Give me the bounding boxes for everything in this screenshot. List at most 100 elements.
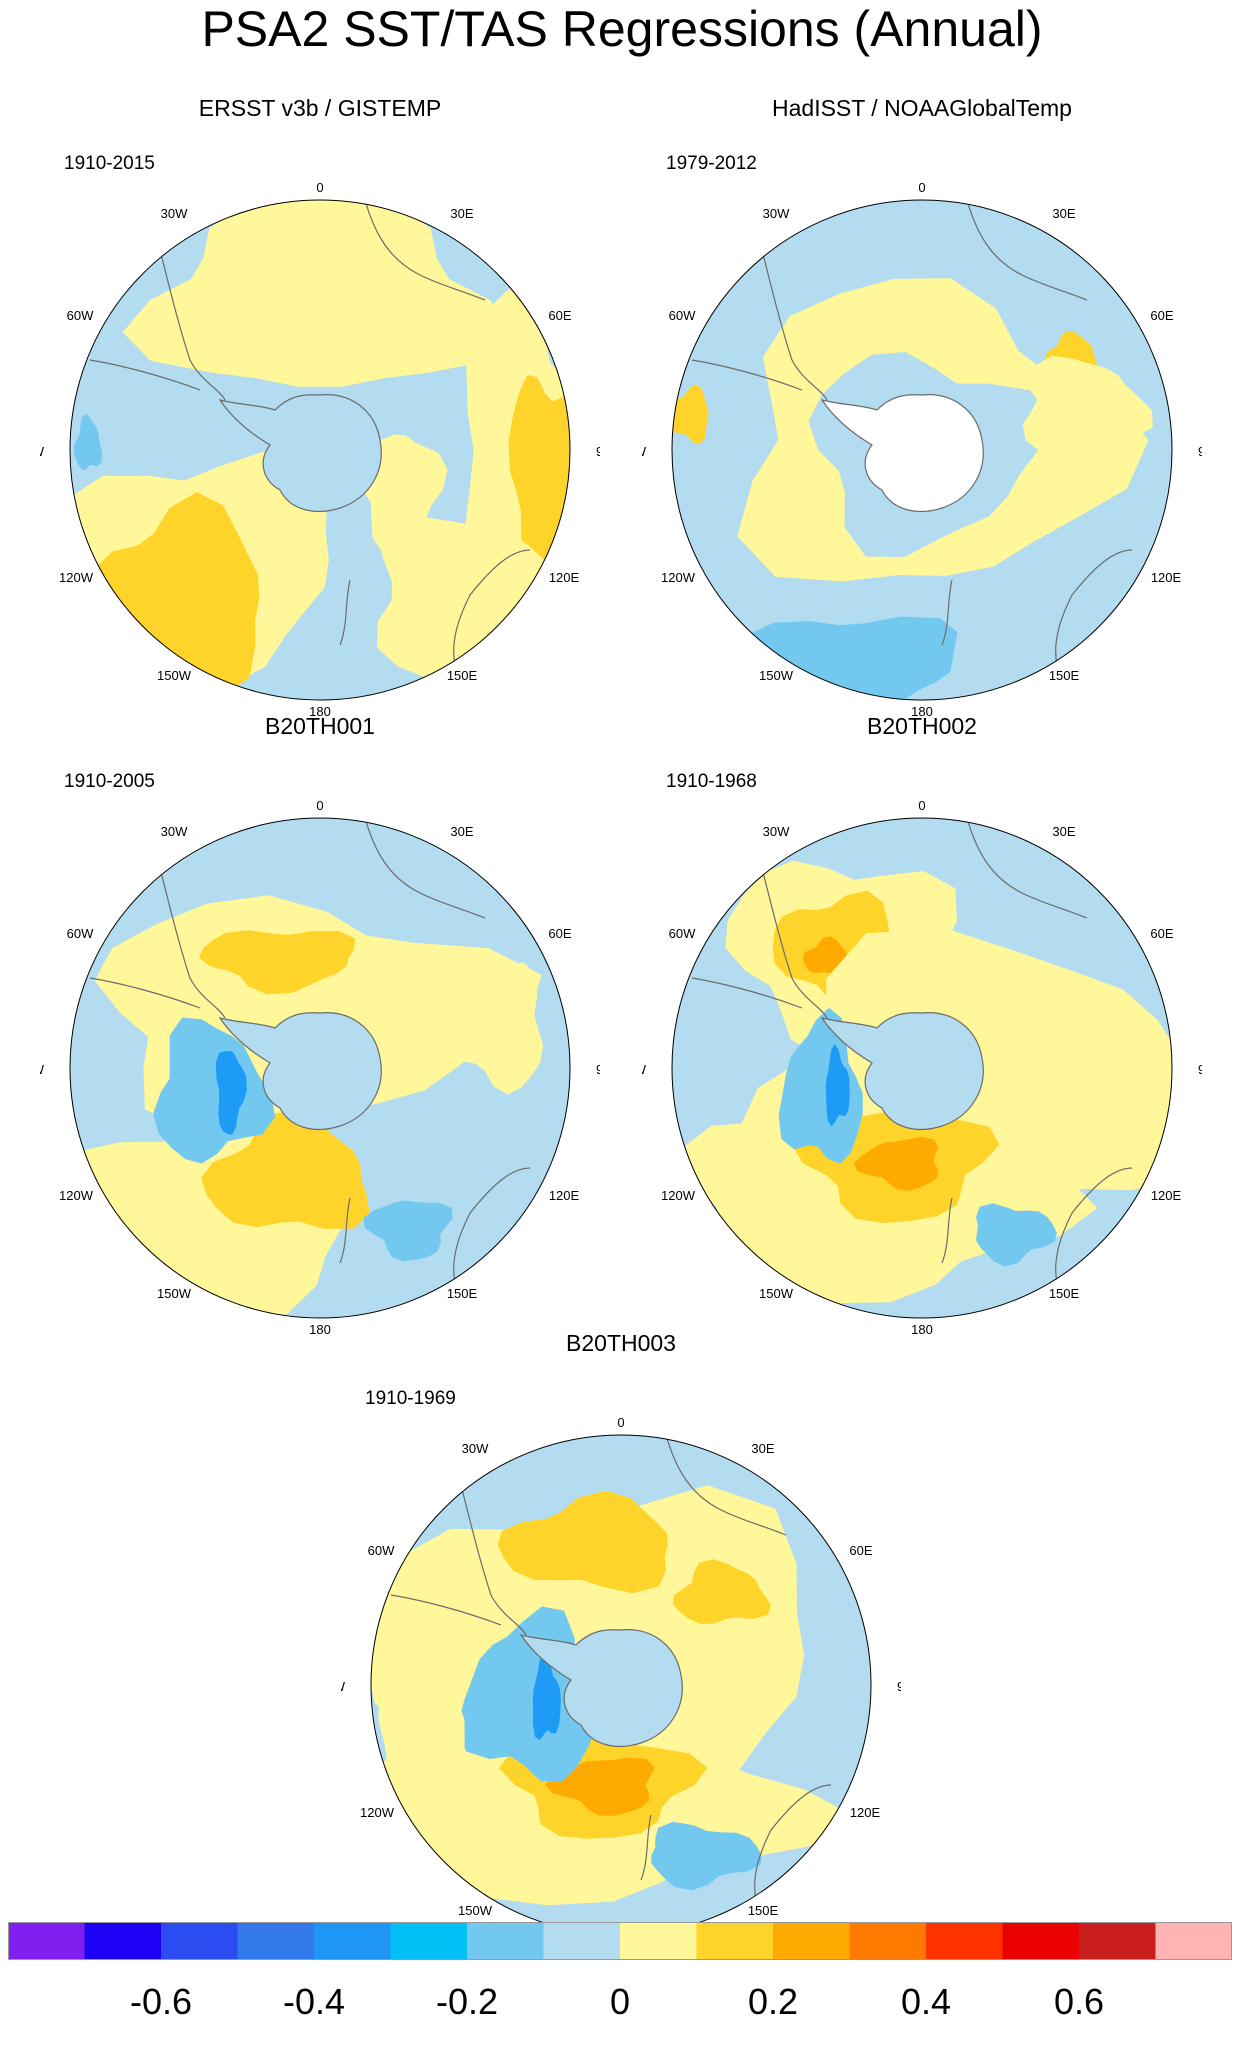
longitude-label: 0 xyxy=(617,1415,624,1430)
panel-title: B20TH003 xyxy=(566,1330,676,1356)
colorbar-swatch xyxy=(849,1922,927,1960)
longitude-label: 150W xyxy=(157,1286,192,1301)
continent-coastline xyxy=(761,249,828,401)
longitude-label: 120W xyxy=(59,1188,94,1203)
colorbar-swatch xyxy=(620,1922,697,1960)
anomaly-region xyxy=(825,1043,850,1127)
longitude-label: 150W xyxy=(759,668,794,683)
longitude-label: 60E xyxy=(849,1543,872,1558)
figure-title: PSA2 SST/TAS Regressions (Annual) xyxy=(201,1,1043,57)
colorbar-swatch xyxy=(1155,1922,1232,1960)
longitude-label: 90E xyxy=(1198,444,1202,459)
anomaly-region xyxy=(363,1200,453,1262)
colorbar-border xyxy=(8,1922,1232,1960)
longitude-label: 120W xyxy=(661,1188,696,1203)
anomaly-region xyxy=(672,1559,771,1625)
continent-coastline xyxy=(1055,1167,1133,1284)
longitude-label: 90E xyxy=(596,1062,600,1077)
colorbar-tick-label: -0.6 xyxy=(130,1981,192,2022)
longitude-label: 60E xyxy=(548,926,571,941)
colorbar-swatch xyxy=(390,1922,468,1960)
continent-coastline xyxy=(460,1484,527,1636)
longitude-label: 0 xyxy=(918,798,925,813)
antarctica-coastline xyxy=(519,1629,683,1747)
panel-title: HadISST / NOAAGlobalTemp xyxy=(772,95,1072,121)
colorbar-swatch xyxy=(1079,1922,1156,1960)
colorbar-swatch xyxy=(8,1922,85,1960)
longitude-label: 90E xyxy=(1198,1062,1202,1077)
map-boundary xyxy=(69,817,571,1319)
anomaly-region xyxy=(732,616,958,700)
continent-coastline xyxy=(453,1167,531,1284)
longitude-label: 90W xyxy=(642,1062,647,1077)
polar-map: 030E60E90E120E150E180150W120W90W60W30W xyxy=(341,1415,901,1954)
longitude-label: 30W xyxy=(161,824,188,839)
map-panel: B20TH001 1910-2005 0 30E 60E 90E 120E 150E 180… xyxy=(40,713,600,1363)
continent-coastline xyxy=(89,359,201,391)
longitude-label: 120E xyxy=(549,570,580,585)
longitude-label: 180 xyxy=(911,1322,933,1337)
anomaly-region xyxy=(976,1203,1057,1267)
continent-coastline xyxy=(754,1784,832,1901)
longitude-label: 60W xyxy=(67,926,94,941)
continent-coastline xyxy=(390,1594,502,1626)
map-boundary xyxy=(671,199,1173,701)
longitude-label: 120E xyxy=(549,1188,580,1203)
polar-map: 030E60E90E120E150E180150W120W90W60W30W xyxy=(642,798,1202,1337)
antarctica-coastline xyxy=(820,394,984,512)
polar-map: 030E60E90E120E150E180150W120W90W60W30W xyxy=(40,798,600,1337)
longitude-label: 90W xyxy=(40,1062,45,1077)
longitude-label: 0 xyxy=(918,180,925,195)
longitude-label: 60W xyxy=(669,926,696,941)
continent-coastline xyxy=(1055,549,1133,666)
longitude-label: 120W xyxy=(661,570,696,585)
continent-coastline xyxy=(453,549,531,666)
anomaly-region xyxy=(201,1112,370,1229)
longitude-label: 180 xyxy=(911,704,933,719)
continent-coastline xyxy=(339,579,351,646)
colorbar-tick-label: 0.4 xyxy=(901,1981,951,2022)
continent-coastline xyxy=(159,867,226,1019)
longitude-label: 120W xyxy=(360,1805,395,1820)
map-panel: ERSST v3b / GISTEMP 1910-2015 0 30E 60E 90E… xyxy=(40,95,600,745)
longitude-label: 0 xyxy=(316,798,323,813)
longitude-label: 0 xyxy=(316,180,323,195)
anomaly-region xyxy=(854,1136,939,1191)
longitude-label: 150W xyxy=(458,1903,493,1918)
longitude-label: 60W xyxy=(67,308,94,323)
anomaly-region xyxy=(153,1017,276,1164)
colorbar-swatch xyxy=(926,1922,1003,1960)
continent-coastline xyxy=(665,1435,787,1536)
continent-coastline xyxy=(339,1197,351,1264)
anomaly-region xyxy=(545,1757,655,1816)
colorbar-swatch xyxy=(773,1922,850,1960)
anomaly-region xyxy=(447,962,544,1095)
longitude-label: 60E xyxy=(548,308,571,323)
longitude-label: 120E xyxy=(1151,570,1182,585)
longitude-label: 30E xyxy=(751,1441,774,1456)
colorbar: -0.6 -0.4 -0.2 0 0.2 0.4 0.6 xyxy=(8,1922,1232,2022)
longitude-label: 180 xyxy=(309,704,331,719)
longitude-label: 150E xyxy=(1049,1286,1080,1301)
longitude-label: 90W xyxy=(40,444,45,459)
longitude-label: 150E xyxy=(447,1286,478,1301)
continent-coastline xyxy=(941,1197,953,1264)
longitude-label: 30E xyxy=(450,824,473,839)
anomaly-region xyxy=(378,1670,465,1841)
colorbar-swatch xyxy=(237,1922,315,1960)
colorbar-tick-label: 0 xyxy=(610,1981,630,2022)
panel-period: 1910-2015 xyxy=(64,153,155,174)
longitude-label: 90E xyxy=(897,1679,901,1694)
continent-coastline xyxy=(640,1814,652,1881)
longitude-label: 120W xyxy=(59,570,94,585)
anomaly-region xyxy=(215,1051,247,1135)
colorbar-swatch xyxy=(84,1922,162,1960)
continent-coastline xyxy=(364,200,486,301)
longitude-label: 60W xyxy=(669,308,696,323)
longitude-label: 30E xyxy=(1052,824,1075,839)
continent-coastline xyxy=(941,579,953,646)
antarctica-coastline xyxy=(218,394,382,512)
longitude-label: 30E xyxy=(450,206,473,221)
anomaly-region xyxy=(122,200,518,387)
longitude-label: 30W xyxy=(462,1441,489,1456)
